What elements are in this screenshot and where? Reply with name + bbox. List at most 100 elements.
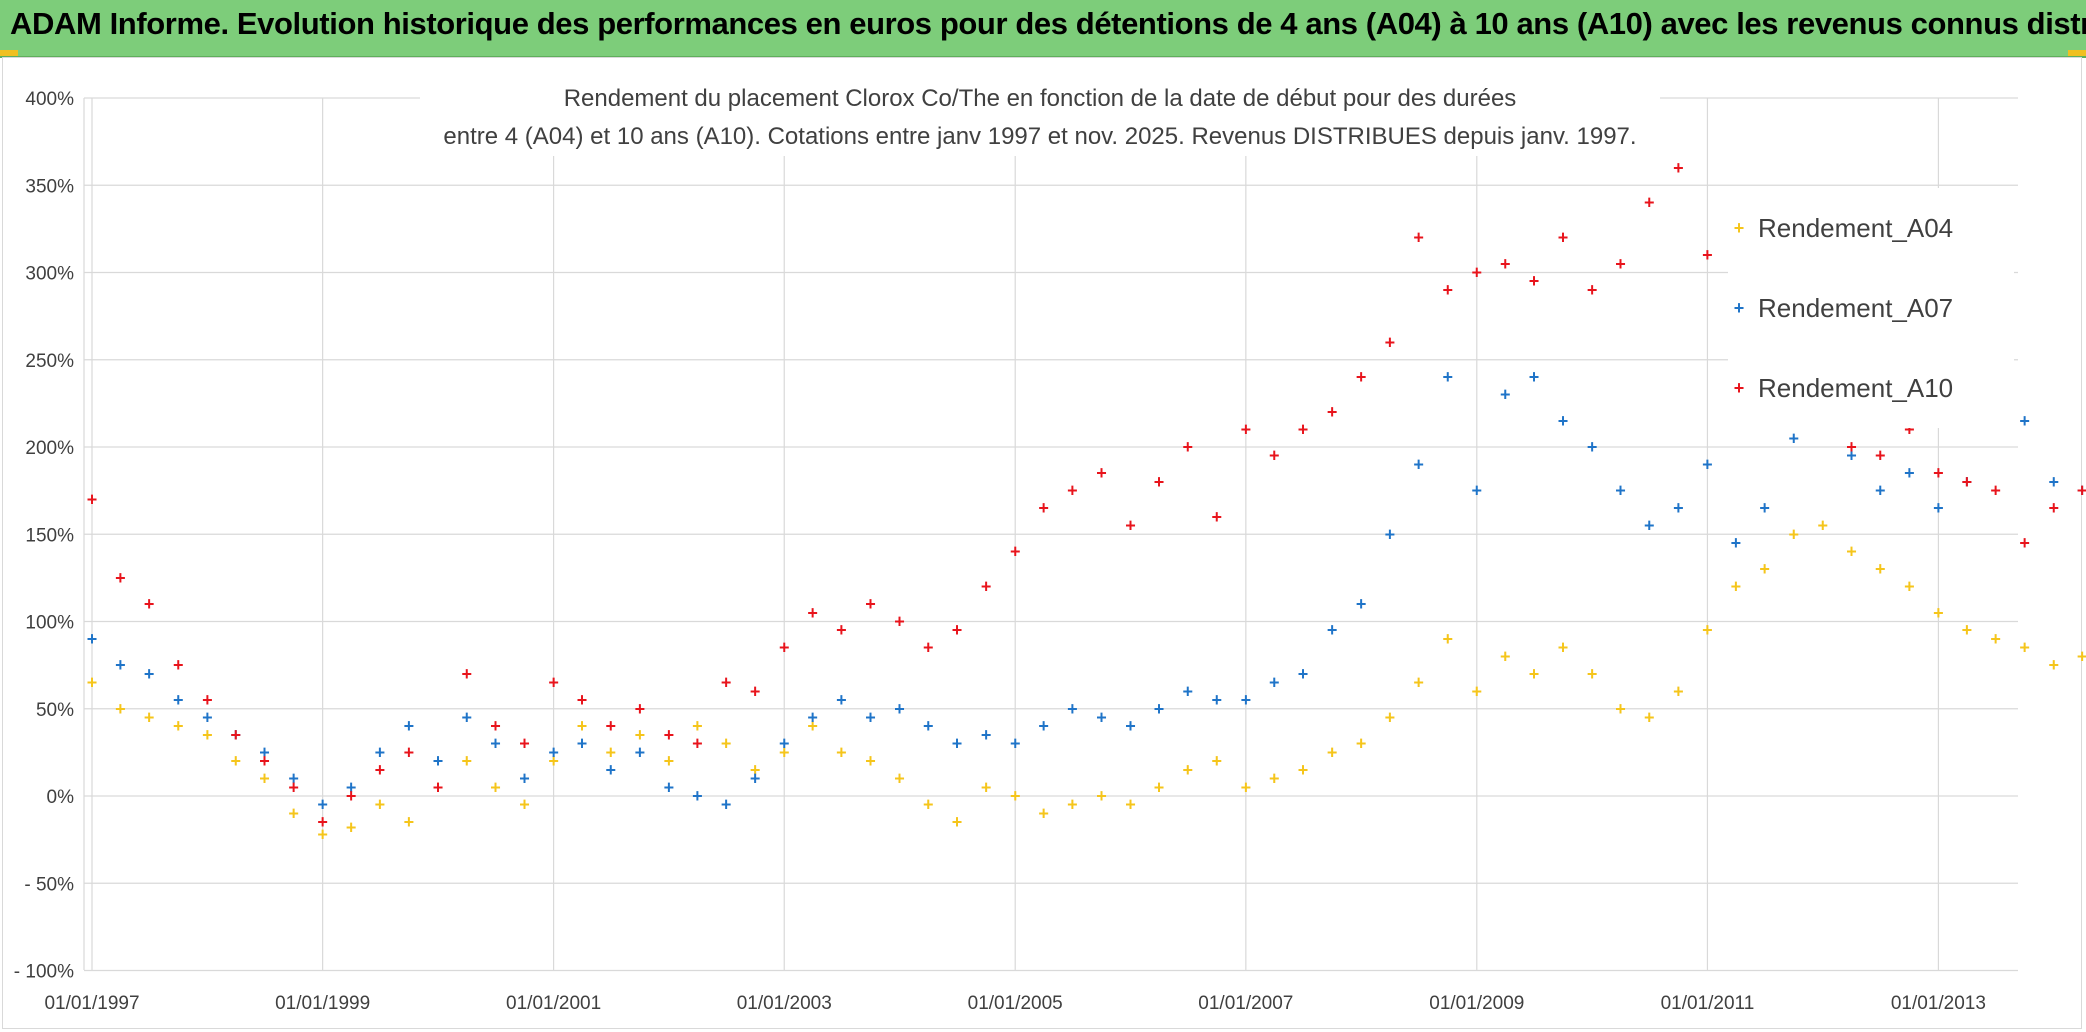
chart-frame	[2, 57, 2082, 1029]
data-point: +	[230, 751, 241, 771]
data-point: +	[1010, 734, 1021, 754]
data-point: +	[1587, 437, 1598, 457]
data-point: +	[952, 812, 963, 832]
data-point: +	[1962, 472, 1973, 492]
y-tick-label: 200%	[25, 438, 74, 459]
data-point: +	[288, 803, 299, 823]
data-point: +	[750, 769, 761, 789]
data-point: +	[346, 817, 357, 837]
data-point: +	[807, 716, 818, 736]
data-point: +	[836, 690, 847, 710]
data-point: +	[375, 795, 386, 815]
data-point: +	[1125, 516, 1136, 536]
data-point: +	[894, 612, 905, 632]
data-point: +	[1962, 472, 1973, 492]
y-tick-label: 350%	[25, 176, 74, 197]
data-point: +	[1472, 481, 1483, 501]
data-point: +	[1500, 385, 1511, 405]
data-point: +	[1788, 524, 1799, 544]
data-point: +	[144, 594, 155, 614]
data-point: +	[1673, 681, 1684, 701]
data-point: +	[87, 673, 98, 693]
data-point: +	[115, 655, 126, 675]
legend-item-a04: + Rendement_A04	[1728, 188, 2014, 268]
data-point: +	[952, 620, 963, 640]
data-point: +	[692, 786, 703, 806]
data-point: +	[1759, 559, 1770, 579]
data-point: +	[1154, 699, 1165, 719]
data-point: +	[1182, 681, 1193, 701]
data-point: +	[1846, 446, 1857, 466]
data-point: +	[577, 734, 588, 754]
data-point: +	[1759, 498, 1770, 518]
data-point: +	[1933, 498, 1944, 518]
data-point: +	[635, 742, 646, 762]
data-point: +	[1038, 716, 1049, 736]
data-point: +	[1846, 542, 1857, 562]
data-point: +	[375, 742, 386, 762]
data-point: +	[1904, 577, 1915, 597]
data-point: +	[1558, 638, 1569, 658]
data-point: +	[1500, 254, 1511, 274]
data-point: +	[1182, 437, 1193, 457]
y-axis-ticks: - 100% - 50% 0% 50% 100% 150% 200% 250% 300% 350%…	[14, 89, 74, 983]
data-point: +	[346, 777, 357, 797]
data-point: +	[1529, 367, 1540, 387]
banner-title: ADAM Informe. Evolution historique des p…	[10, 6, 2086, 41]
data-point: +	[1269, 673, 1280, 693]
y-tick-label: - 100%	[14, 962, 74, 983]
data-point: +	[519, 769, 530, 789]
data-point: +	[548, 742, 559, 762]
data-point: +	[1558, 228, 1569, 248]
data-point: +	[1067, 795, 1078, 815]
data-point: +	[317, 824, 328, 844]
data-point: +	[807, 707, 818, 727]
data-point: +	[1875, 446, 1886, 466]
data-point: +	[1241, 777, 1252, 797]
data-point: +	[548, 751, 559, 771]
data-point: +	[1702, 245, 1713, 265]
data-point: +	[1962, 620, 1973, 640]
x-tick-label: 01/01/2007	[1198, 993, 1293, 1014]
data-point: +	[346, 786, 357, 806]
data-point: +	[404, 742, 415, 762]
data-point: +	[2019, 533, 2030, 553]
data-point: +	[923, 716, 934, 736]
data-point: +	[230, 725, 241, 745]
data-point: +	[1788, 428, 1799, 448]
data-point: +	[519, 795, 530, 815]
data-point: +	[259, 742, 270, 762]
data-point: +	[1673, 498, 1684, 518]
data-point: +	[461, 707, 472, 727]
data-point: +	[1096, 786, 1107, 806]
data-point: +	[1356, 367, 1367, 387]
data-point: +	[865, 594, 876, 614]
data-point: +	[317, 812, 328, 832]
data-point: +	[404, 812, 415, 832]
data-point: +	[981, 777, 992, 797]
data-point: +	[750, 681, 761, 701]
data-point: +	[981, 725, 992, 745]
data-point: +	[1933, 603, 1944, 623]
data-point: +	[1644, 707, 1655, 727]
data-point: +	[2019, 638, 2030, 658]
x-tick-label: 01/01/2005	[968, 993, 1063, 1014]
data-point: +	[1212, 751, 1223, 771]
data-point: +	[2077, 481, 2086, 501]
legend-marker-a04: +	[1733, 217, 1745, 238]
data-point: +	[1472, 263, 1483, 283]
data-point: +	[1587, 664, 1598, 684]
data-point: +	[1269, 446, 1280, 466]
data-point: +	[1298, 664, 1309, 684]
data-point: +	[490, 734, 501, 754]
data-point: +	[836, 742, 847, 762]
data-point: +	[1327, 402, 1338, 422]
data-point: +	[144, 664, 155, 684]
data-point: +	[779, 734, 790, 754]
data-point: +	[1298, 760, 1309, 780]
series-layer: + + + + + + + + + + + + + + + + + + + + + + + + + + + + + + + + + + + + + + + +…	[87, 158, 2086, 845]
data-point: +	[635, 699, 646, 719]
y-tick-label: 0%	[47, 787, 75, 808]
chart-title: Rendement du placement Clorox Co/The en …	[420, 80, 1660, 156]
data-point: +	[433, 777, 444, 797]
